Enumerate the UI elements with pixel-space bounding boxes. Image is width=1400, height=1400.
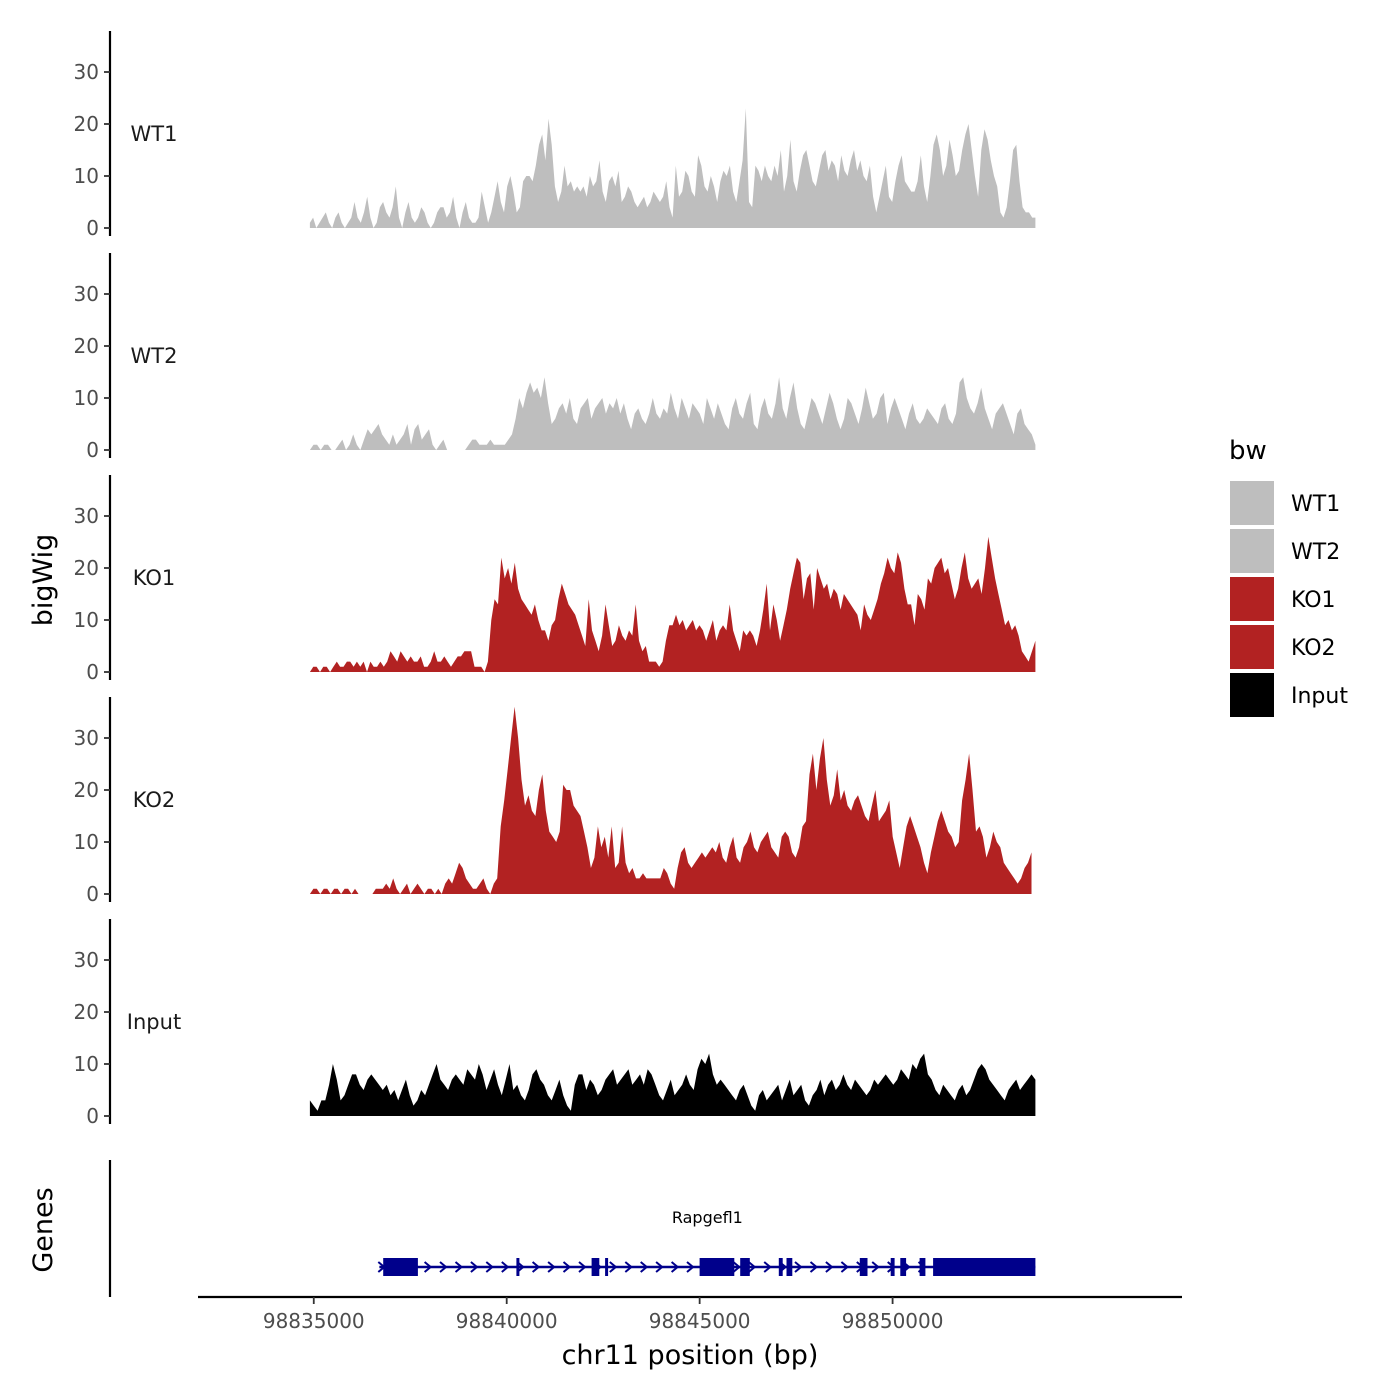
y-tick-label-wt1-20: 20: [74, 112, 99, 136]
y-axis-title: bigWig: [28, 534, 59, 627]
legend-key-ko1: [1228, 575, 1276, 623]
gene-rapgefl1: Rapgefl1: [377, 1208, 1036, 1276]
legend-key-ko2: [1228, 623, 1276, 671]
area-ko2-segment-0: [309, 706, 1032, 894]
legend-label-wt2: WT2: [1291, 540, 1340, 565]
strand-chevron: [562, 1261, 572, 1273]
area-ko1-segment-0: [309, 536, 1036, 672]
legend: WT1 WT2 KO1 KO2 Input: [1228, 479, 1348, 719]
exon-11: [919, 1258, 926, 1276]
y-tick-label-ko2-0: 0: [86, 882, 99, 906]
y-tick-label-input-0: 0: [86, 1104, 99, 1128]
exon-12: [933, 1258, 1005, 1276]
exon-4: [699, 1258, 735, 1276]
track-label-wt2: WT2: [131, 344, 178, 368]
y-tick-label-wt2-10: 10: [74, 386, 99, 410]
strand-chevron: [439, 1261, 448, 1273]
strand-chevron: [871, 1261, 880, 1273]
y-tick-label-ko2-20: 20: [74, 778, 99, 802]
genes-axis-title: Genes: [28, 1187, 59, 1272]
x-tick-label-98850000: 98850000: [842, 1309, 944, 1333]
strand-chevron: [547, 1261, 556, 1273]
exon-2: [591, 1258, 600, 1276]
strand-chevron: [640, 1261, 649, 1273]
x-tick-label-98840000: 98840000: [456, 1309, 558, 1333]
area-wt2-segment-1: [465, 377, 1036, 450]
track-label-input: Input: [127, 1010, 181, 1034]
strand-chevron: [609, 1261, 618, 1273]
strand-chevron: [485, 1261, 494, 1273]
y-tick-label-ko1-20: 20: [74, 556, 99, 580]
exon-5: [740, 1258, 750, 1276]
strand-chevron: [794, 1261, 803, 1273]
legend-label-ko1: KO1: [1291, 588, 1336, 613]
strand-chevron: [763, 1261, 772, 1273]
area-input-segment-0: [309, 1053, 1036, 1116]
y-tick-label-wt1-10: 10: [74, 164, 99, 188]
track-ko2: 0 10 20 30 KO2: [74, 697, 1032, 906]
x-axis: 98835000 98840000 98845000 98850000: [198, 1295, 1182, 1333]
exon-7: [786, 1258, 793, 1276]
y-tick-label-ko2-30: 30: [74, 726, 99, 750]
strand-chevron: [423, 1261, 433, 1273]
strand-chevron: [454, 1261, 464, 1273]
y-tick-label-wt1-0: 0: [86, 216, 99, 240]
strand-chevron: [655, 1261, 664, 1273]
y-tick-label-wt2-30: 30: [74, 282, 99, 306]
strand-chevron: [840, 1261, 849, 1273]
track-label-wt1: WT1: [131, 122, 178, 146]
y-tick-label-ko1-0: 0: [86, 660, 99, 684]
exon-13: [1004, 1258, 1036, 1276]
track-wt1: 0 10 20 30 WT1: [74, 31, 1036, 240]
strand-chevron: [531, 1261, 541, 1273]
y-tick-label-input-10: 10: [74, 1052, 99, 1076]
track-wt2: 0 10 20 30 WT2: [74, 253, 1036, 462]
exon-3: [605, 1258, 609, 1276]
y-tick-label-wt2-20: 20: [74, 334, 99, 358]
strand-chevron: [748, 1261, 757, 1273]
strand-chevron: [809, 1261, 819, 1273]
track-ko1: 0 10 20 30 KO1: [74, 475, 1036, 684]
track-input: 0 10 20 30 Input: [74, 919, 1036, 1128]
legend-title: bw: [1229, 436, 1267, 466]
exon-1: [516, 1258, 520, 1276]
strand-chevron: [470, 1261, 479, 1273]
x-tick-label-98835000: 98835000: [263, 1309, 365, 1333]
y-tick-label-wt1-30: 30: [74, 60, 99, 84]
exon-6: [778, 1258, 783, 1276]
exon-10: [900, 1258, 907, 1276]
x-axis-title: chr11 position (bp): [562, 1340, 819, 1371]
y-tick-label-ko1-30: 30: [74, 504, 99, 528]
y-tick-label-input-20: 20: [74, 1000, 99, 1024]
legend-label-wt1: WT1: [1291, 492, 1340, 517]
strand-chevron: [825, 1261, 834, 1273]
legend-label-ko2: KO2: [1291, 636, 1336, 661]
legend-label-input: Input: [1291, 684, 1348, 709]
tracks-group: 0 10 20 30 WT1 0 10 20 30 WT2 0 10 20 30 KO1 0 10 20 30 KO2…: [74, 31, 1036, 1128]
strand-chevron: [670, 1261, 680, 1273]
area-wt2-segment-0: [309, 424, 448, 450]
area-wt1-segment-0: [309, 108, 1036, 228]
strand-chevron: [624, 1261, 633, 1273]
strand-chevron: [578, 1261, 587, 1273]
genes-panel: Rapgefl1: [108, 1160, 1036, 1297]
track-label-ko2: KO2: [133, 788, 176, 812]
track-label-ko1: KO1: [133, 566, 176, 590]
legend-key-wt1: [1228, 479, 1276, 527]
strand-chevron: [501, 1261, 510, 1273]
y-tick-label-ko2-10: 10: [74, 830, 99, 854]
y-tick-label-ko1-10: 10: [74, 608, 99, 632]
exon-0: [383, 1258, 418, 1276]
x-tick-label-98845000: 98845000: [649, 1309, 751, 1333]
legend-key-wt2: [1228, 527, 1276, 575]
strand-chevron: [686, 1261, 695, 1273]
strand-chevron: [732, 1261, 741, 1273]
exon-8: [859, 1258, 868, 1276]
y-tick-label-input-30: 30: [74, 948, 99, 972]
y-tick-label-wt2-0: 0: [86, 438, 99, 462]
legend-key-input: [1228, 671, 1276, 719]
gene-label-rapgefl1: Rapgefl1: [672, 1208, 743, 1227]
exon-9: [890, 1258, 895, 1276]
